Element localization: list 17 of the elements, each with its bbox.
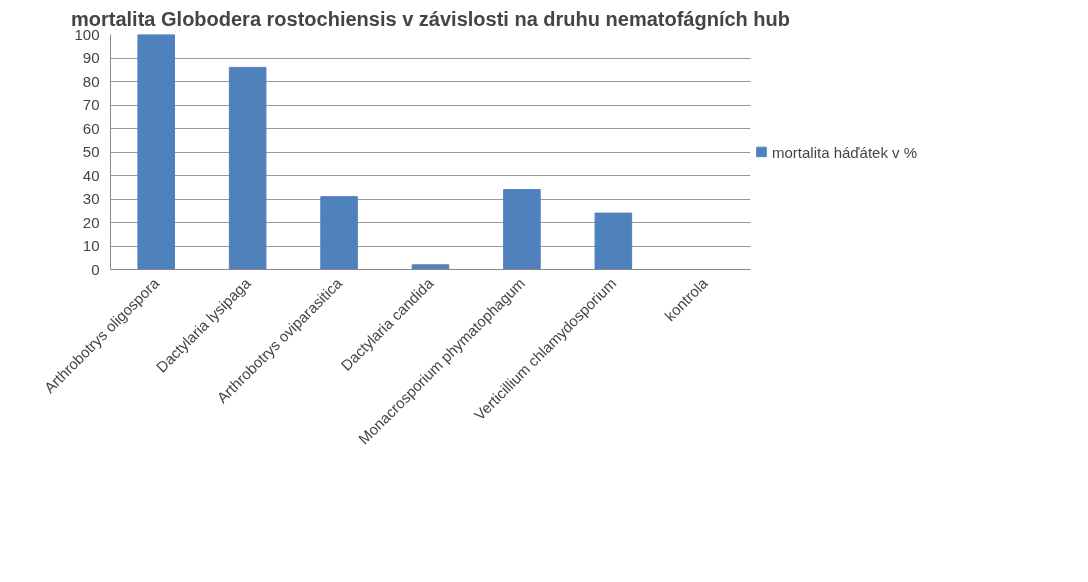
bar xyxy=(228,66,267,270)
y-tick-label: 60 xyxy=(82,119,100,137)
y-tick-label: 40 xyxy=(82,166,100,184)
bar xyxy=(320,196,358,270)
y-tick-label: 50 xyxy=(82,143,100,160)
bar xyxy=(137,34,175,270)
bar xyxy=(503,189,541,270)
y-tick-label: 70 xyxy=(82,96,100,113)
bar xyxy=(411,264,450,270)
y-tick-label: 0 xyxy=(91,260,100,278)
legend-label: mortalita háďátek v % xyxy=(772,143,918,160)
y-tick-label: 80 xyxy=(82,72,100,90)
y-tick-label: 10 xyxy=(82,237,100,254)
bar xyxy=(594,212,633,270)
y-tick-label: 30 xyxy=(82,190,100,207)
y-tick-label: 90 xyxy=(82,49,100,66)
y-tick-label: 20 xyxy=(82,213,100,231)
